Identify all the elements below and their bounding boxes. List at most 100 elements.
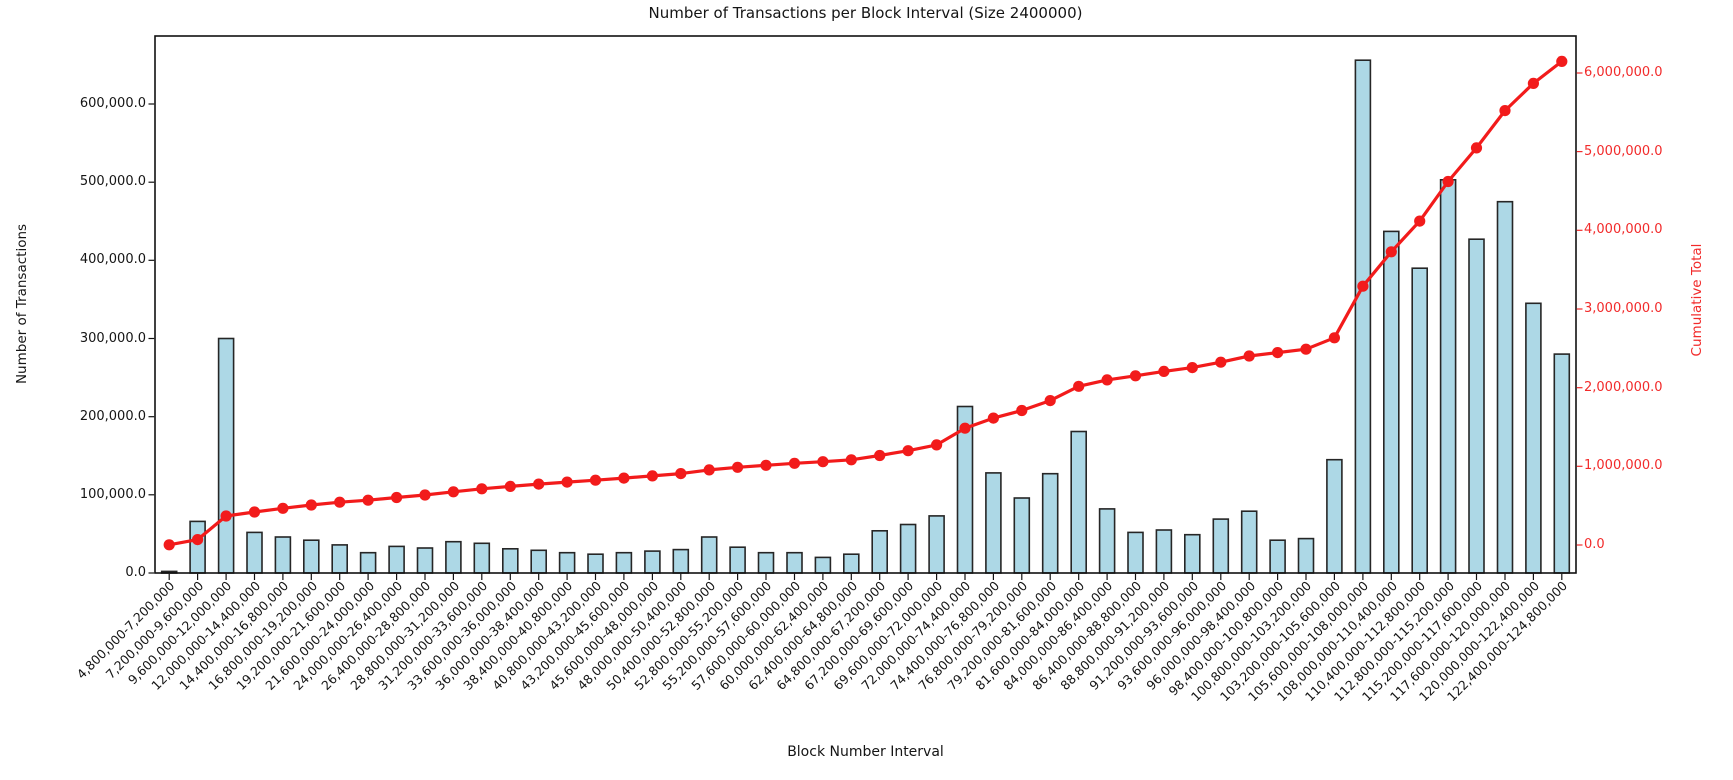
bar [1297,537,1315,574]
bar [786,551,803,574]
bar [302,539,320,574]
cumulative-dot [476,483,488,495]
bar [1013,497,1031,574]
bar [871,529,889,574]
bar [700,536,718,574]
cumulative-dot [1470,142,1483,154]
cumulative-dot [163,539,175,551]
bar [558,551,576,574]
bar [644,550,661,574]
bar [473,542,491,574]
cumulative-line [168,60,1563,547]
bar [729,546,746,574]
y-axis-label-left: Number of Transactions [14,223,30,385]
cumulative-dot [1272,347,1284,359]
bar [1553,353,1571,574]
cumulative-dot [1414,215,1426,227]
bar [1468,238,1485,574]
cumulative-dot [1129,370,1142,382]
bar [1269,539,1286,574]
cumulative-dot [817,456,829,468]
cumulative-dot [1499,105,1511,117]
cumulative-dot [561,476,573,488]
cumulative-dot [1556,55,1568,67]
bar [985,472,1002,574]
cumulative-dot [277,502,289,514]
y-axis-label-right: Cumulative Total [1689,243,1705,357]
bar [274,536,292,574]
bar [359,551,377,574]
bar [1070,430,1087,574]
cumulative-dot [703,464,715,476]
bar [842,553,860,574]
y-tick-label-right: 5,000,000.0 [1584,143,1663,159]
y-tick-label-left: 500,000.0 [79,174,146,190]
cumulative-dot [675,468,687,480]
bar [445,540,462,574]
cumulative-dot [391,491,403,504]
y-tick-label-left: 600,000.0 [79,96,146,111]
y-tick-label-right: 1,000,000.0 [1584,458,1663,474]
cumulative-dot [1101,374,1113,386]
cumulative-dot [902,445,914,457]
cumulative-dot [760,459,772,471]
cumulative-dot [1328,332,1340,344]
bar [1098,508,1116,574]
cumulative-dot [931,439,943,451]
cumulative-dot [1158,365,1170,377]
cumulative-dot [1357,280,1369,292]
bar [501,547,519,574]
bar [615,551,633,574]
y-tick-label-left: 300,000.0 [79,330,146,346]
cumulative-dot [1073,380,1085,392]
cumulative-dot [589,474,602,486]
cumulative-dot [248,506,261,518]
cumulative-dot [533,478,545,490]
y-tick-label-right: 3,000,000.0 [1584,301,1663,316]
cumulative-dot [419,489,431,501]
bar [530,549,548,574]
cumulative-dot [1442,175,1454,188]
bar [672,548,690,574]
bar [1439,179,1457,574]
y-tick-label-right: 4,000,000.0 [1584,222,1663,238]
bar [1354,59,1372,574]
cumulative-dot [220,510,232,522]
cumulative-dot [959,422,971,434]
bar [899,523,917,574]
cumulative-dot [362,494,374,506]
bar [331,544,349,574]
y-tick-label-right: 6,000,000.0 [1584,65,1663,80]
bar [1155,529,1173,574]
cumulative-dot [1243,350,1255,362]
cumulative-dot [334,496,346,508]
cumulative-dot [788,457,801,469]
cumulative-dot [1186,362,1198,374]
bar [1411,267,1428,574]
bar [757,551,775,574]
bar [587,553,604,574]
cumulative-dot [1300,343,1312,355]
chart-title: Number of Transactions per Block Interva… [648,4,1083,22]
bar [217,337,235,574]
x-axis-label: Block Number Interval [787,744,944,760]
bar [1383,230,1400,574]
cumulative-dot [845,454,857,466]
cumulative-dot [646,470,659,482]
cumulative-dot [1016,404,1028,417]
bar [388,545,405,574]
cumulative-dot [874,449,886,462]
y-tick-label-left: 0.0 [125,565,146,580]
cumulative-dot [987,412,1000,424]
cumulative-dot [504,480,516,492]
bar [246,531,263,574]
cumulative-dot [447,486,459,498]
bar [416,547,434,574]
axes-frame [154,35,1577,574]
cumulative-dot [1527,77,1539,89]
bar [1240,510,1258,574]
cumulative-dot [1044,395,1056,407]
cumulative-dot [192,534,204,546]
